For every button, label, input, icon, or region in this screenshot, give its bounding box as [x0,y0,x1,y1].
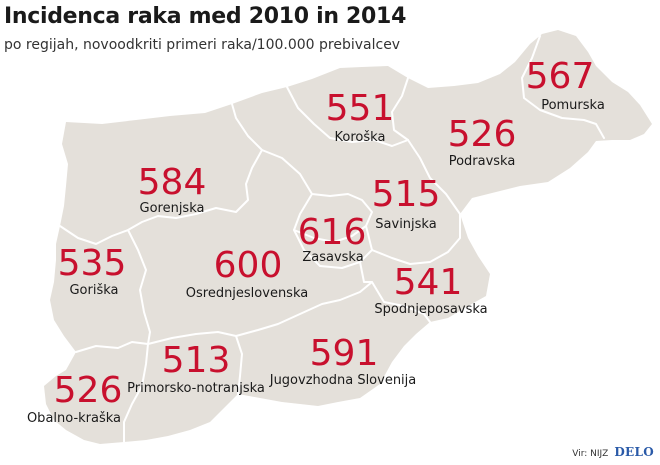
value-koroska: 551 [326,88,395,129]
value-jugovzhodna-slovenija: 591 [310,333,379,374]
name-osrednjeslovenska: Osrednjeslovenska [186,286,308,301]
name-zasavska: Zasavska [302,250,363,265]
value-zasavska: 616 [298,212,367,253]
value-goriska: 535 [58,243,127,284]
name-podravska: Podravska [449,154,516,169]
name-jugovzhodna-slovenija: Jugovzhodna Slovenija [269,373,417,388]
value-podravska: 526 [448,114,517,155]
name-spodnjeposavska: Spodnjeposavska [374,302,487,317]
name-pomurska: Pomurska [541,98,605,113]
value-obalno-kraska: 526 [54,370,123,411]
value-spodnjeposavska: 541 [394,262,463,303]
map-footer: Vir: NIJZ DELO [572,445,654,461]
map-subtitle: po regijah, novoodkriti primeri raka/100… [4,37,401,53]
name-primorsko-notranjska: Primorsko-notranjska [127,381,265,396]
value-gorenjska: 584 [138,162,207,203]
name-savinjska: Savinjska [375,217,436,232]
value-pomurska: 567 [526,56,595,97]
delo-logo: DELO [614,445,654,459]
region-borders [59,35,605,443]
value-primorsko-notranjska: 513 [162,340,231,381]
map-title: Incidenca raka med 2010 in 2014 [4,4,407,29]
name-koroska: Koroška [335,130,386,145]
source-label: Vir: NIJZ [572,449,609,459]
region-labels: 567 Pomurska 551 Koroška 526 Podravska 5… [27,56,605,426]
value-savinjska: 515 [372,174,441,215]
name-goriska: Goriška [69,283,118,298]
value-osrednjeslovenska: 600 [214,245,283,286]
name-obalno-kraska: Obalno-kraška [27,411,121,426]
name-gorenjska: Gorenjska [140,201,205,216]
